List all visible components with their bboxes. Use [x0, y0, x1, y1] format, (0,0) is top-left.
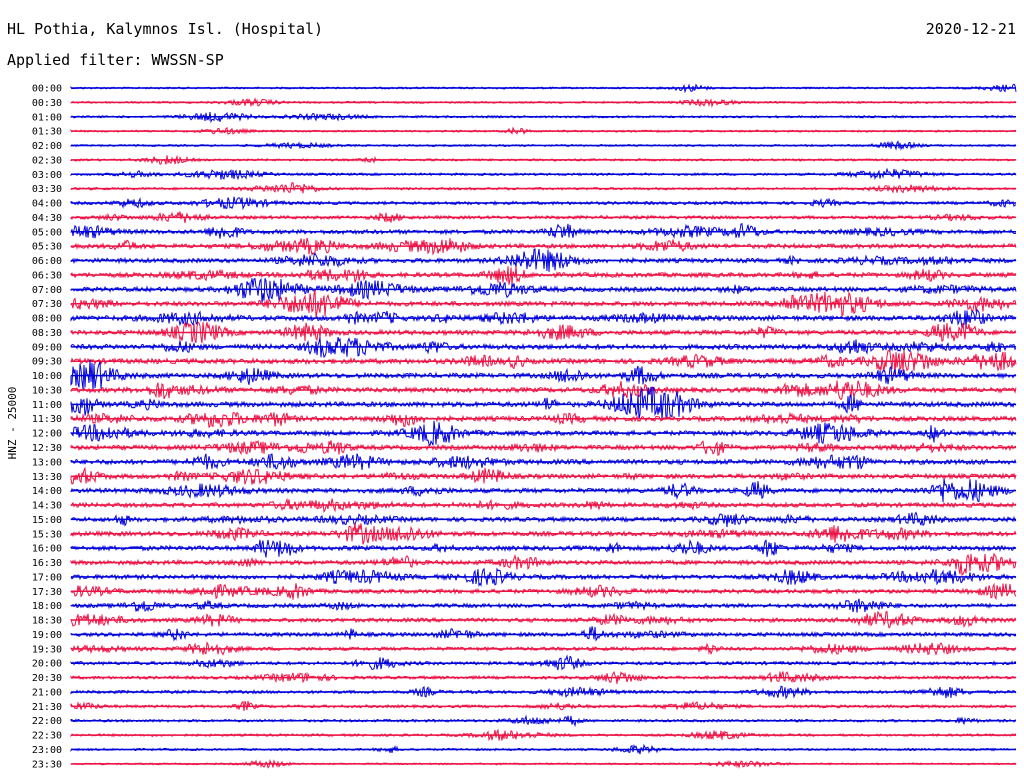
time-label: 00:30: [32, 98, 62, 109]
trace-line: [70, 478, 1017, 503]
time-label: 10:00: [32, 371, 62, 382]
time-label: 09:00: [32, 342, 62, 353]
time-label: 13:00: [32, 457, 62, 468]
time-label: 05:00: [32, 227, 62, 238]
time-label: 21:30: [32, 702, 62, 713]
time-label: 12:30: [32, 443, 62, 454]
time-label: 01:00: [32, 112, 62, 123]
time-label: 15:30: [32, 529, 62, 540]
trace-line: [70, 411, 1017, 429]
time-label: 23:30: [32, 759, 62, 770]
time-label: 22:00: [32, 716, 62, 727]
time-label: 20:30: [32, 673, 62, 684]
time-label: 08:30: [32, 328, 62, 339]
time-label: 06:00: [32, 256, 62, 267]
time-label: 02:00: [32, 141, 62, 152]
trace-line: [70, 266, 1017, 286]
time-label: 14:30: [32, 501, 62, 512]
trace-line: [70, 350, 1017, 377]
time-label: 20:00: [32, 659, 62, 670]
time-label: 21:00: [32, 687, 62, 698]
time-label: 11:30: [32, 414, 62, 425]
time-label: 03:30: [32, 184, 62, 195]
time-label: 13:30: [32, 472, 62, 483]
time-label: 03:00: [32, 170, 62, 181]
trace-line: [70, 552, 1017, 576]
filter-label: Applied filter: WWSSN-SP: [7, 51, 224, 69]
time-label: 23:00: [32, 745, 62, 756]
trace-line: [70, 641, 1017, 656]
time-label: 15:00: [32, 515, 62, 526]
trace-line: [70, 466, 1017, 485]
time-label: 17:00: [32, 572, 62, 583]
trace-line: [70, 277, 1017, 304]
time-label: 04:00: [32, 199, 62, 210]
time-label: 04:30: [32, 213, 62, 224]
time-label: 18:00: [32, 601, 62, 612]
trace-line: [70, 626, 1017, 642]
time-label: 19:30: [32, 644, 62, 655]
time-label: 05:30: [32, 242, 62, 253]
time-label: 16:00: [32, 544, 62, 555]
time-label: 06:30: [32, 270, 62, 281]
time-label: 09:30: [32, 357, 62, 368]
time-label: 08:00: [32, 314, 62, 325]
time-label: 16:30: [32, 558, 62, 569]
record-date: 2020-12-21: [925, 20, 1016, 38]
trace-line: [70, 359, 1017, 392]
time-label: 17:30: [32, 587, 62, 598]
time-label: 18:30: [32, 616, 62, 627]
y-axis-label: HNZ - 25000: [6, 387, 19, 460]
trace-line: [70, 386, 1017, 421]
trace-group: [70, 83, 1017, 769]
trace-line: [70, 685, 1017, 700]
time-label-group: 00:00 00:30 01:00 01:30 02:00 02:30 03:00 03:30…: [32, 84, 62, 771]
time-label: 02:30: [32, 155, 62, 166]
trace-line: [70, 453, 1017, 471]
time-label: 07:30: [32, 299, 62, 310]
trace-line: [70, 321, 1017, 344]
time-label: 19:00: [32, 630, 62, 641]
time-label: 01:30: [32, 127, 62, 138]
time-label: 10:30: [32, 385, 62, 396]
trace-line: [70, 700, 1017, 711]
station-title: HL Pothia, Kalymnos Isl. (Hospital): [7, 20, 324, 38]
time-label: 14:00: [32, 486, 62, 497]
trace-line: [70, 167, 1017, 181]
time-label: 22:30: [32, 731, 62, 742]
time-label: 07:00: [32, 285, 62, 296]
time-label: 00:00: [32, 84, 62, 95]
time-label: 12:00: [32, 429, 62, 440]
time-label: 11:00: [32, 400, 62, 411]
